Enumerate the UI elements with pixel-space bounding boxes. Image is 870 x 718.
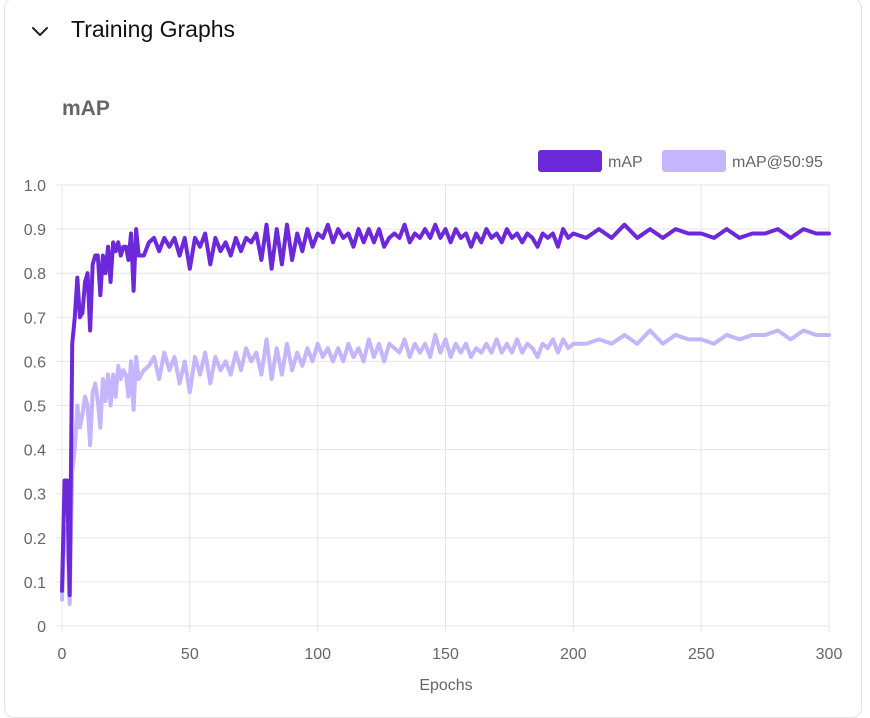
x-tick-label: 150: [432, 646, 459, 663]
y-tick-label: 0.2: [24, 531, 46, 548]
y-tick-label: 0.4: [24, 443, 46, 460]
series-line-map-50-95: [60, 328, 831, 606]
x-tick-label: 300: [816, 646, 843, 663]
series-layer: [60, 222, 831, 606]
legend: mAP mAP@50:95: [538, 150, 823, 172]
y-tick-label: 0.7: [24, 310, 46, 327]
chevron-down-icon[interactable]: [29, 21, 51, 43]
y-tick-label: 0.5: [24, 399, 46, 416]
legend-swatch: [662, 150, 726, 172]
training-graphs-toggle[interactable]: Training Graphs: [5, 0, 861, 63]
series-line-map: [60, 222, 831, 598]
x-tick-label: 100: [304, 646, 331, 663]
panel-title: Training Graphs: [71, 16, 236, 42]
legend-label: mAP: [608, 154, 643, 171]
y-tick-label: 0.6: [24, 354, 46, 371]
y-tick-label: 1.0: [24, 178, 46, 195]
y-tick-label: 0: [37, 619, 46, 636]
map-chart: mAP Epochs mAP mAP@50:95 0 0.1 0.2 0.3 0.4 0.5…: [24, 97, 843, 694]
x-tick-label: 50: [181, 646, 199, 663]
x-axis-label: Epochs: [419, 677, 472, 694]
x-tick-label: 200: [560, 646, 587, 663]
y-tick-label: 0.3: [24, 487, 46, 504]
grid: [56, 184, 830, 632]
y-tick-label: 0.9: [24, 222, 46, 239]
legend-label: mAP@50:95: [732, 154, 823, 171]
x-tick-label: 0: [58, 646, 67, 663]
chart-title: mAP: [62, 97, 110, 120]
y-tick-labels: 0 0.1 0.2 0.3 0.4 0.5 0.6 0.7 0.8 0.9 1.0: [24, 178, 46, 636]
y-tick-label: 0.1: [24, 575, 46, 592]
x-tick-label: 250: [688, 646, 715, 663]
x-tick-labels: 0 50 100 150 200 250 300: [58, 646, 843, 663]
legend-swatch: [538, 150, 602, 172]
training-graphs-panel: Training Graphs: [4, 0, 862, 718]
y-tick-label: 0.8: [24, 266, 46, 283]
